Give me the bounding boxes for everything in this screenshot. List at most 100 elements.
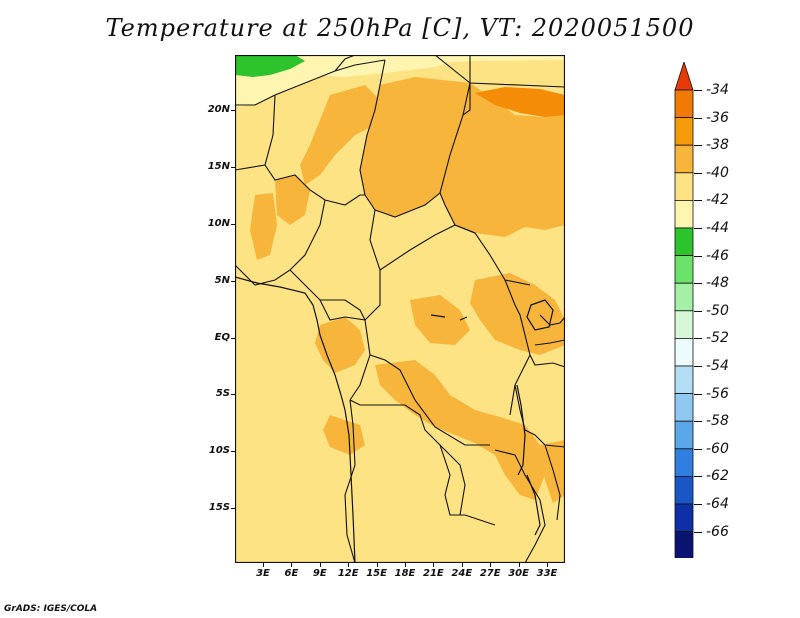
colorbar-top-triangle — [674, 62, 694, 91]
colorbar-tick — [694, 531, 702, 533]
colorbar-label: -58 — [706, 413, 729, 430]
border-line — [319, 299, 371, 401]
colorbar-tick — [694, 393, 702, 395]
border-line — [514, 384, 565, 448]
colorbar-label: -44 — [706, 220, 729, 236]
longitude-tick — [518, 563, 520, 567]
lake-outline — [526, 474, 541, 536]
colorbar-tick — [694, 421, 702, 423]
longitude-label: 9E — [312, 568, 327, 579]
longitude-tick — [263, 563, 264, 567]
colorbar-label: -38 — [706, 137, 729, 154]
colorbar-label: -48 — [706, 275, 729, 292]
latitude-tick — [231, 167, 235, 168]
colorbar-segment — [674, 199, 694, 229]
border-line — [344, 399, 356, 563]
colorbar-label: -36 — [706, 109, 729, 126]
longitude-tick — [490, 563, 492, 567]
colorbar-segment — [674, 117, 694, 146]
colorbar-tick — [694, 90, 702, 91]
border-line — [379, 224, 456, 271]
colorbar-label: -52 — [706, 330, 729, 347]
map-title: Temperature at 250hPa [C], VT: 202005150… — [105, 14, 695, 42]
colorbar-label: -60 — [706, 440, 729, 457]
latitude-tick — [231, 394, 235, 395]
border-line — [434, 55, 471, 116]
border-line — [494, 449, 546, 563]
colorbar-segment — [674, 531, 694, 558]
longitude-label: 21E — [423, 568, 444, 579]
latitude-tick — [231, 338, 235, 339]
border-line — [439, 444, 466, 516]
lake-outline — [516, 384, 526, 476]
colorbar-label: -42 — [706, 192, 729, 209]
longitude-tick — [461, 563, 463, 567]
longitude-tick — [319, 563, 321, 567]
colorbar-segment — [674, 448, 694, 477]
latitude-label: 15N — [207, 161, 230, 172]
border-line — [529, 354, 565, 368]
colorbar — [674, 62, 694, 558]
colorbar-segment — [674, 144, 694, 174]
longitude-label: 30E — [508, 568, 529, 579]
longitude-label: 33E — [536, 568, 558, 579]
colorbar-segment — [674, 420, 694, 450]
lake-outline — [459, 316, 468, 321]
coastline — [235, 276, 356, 563]
colorbar-tick — [694, 338, 702, 340]
colorbar-label: -40 — [706, 164, 729, 181]
border-line — [454, 224, 531, 286]
longitude-label: 12E — [337, 568, 359, 579]
colorbar-segment — [674, 255, 694, 284]
fill-m38-36 — [360, 77, 565, 237]
longitude-label: 18E — [394, 568, 416, 579]
colorbar-label: -34 — [706, 82, 729, 98]
colorbar-label: -54 — [706, 358, 729, 374]
fill-m38-36 — [315, 317, 365, 373]
colorbar-tick — [694, 448, 702, 450]
longitude-tick — [405, 563, 406, 567]
colorbar-tick — [694, 283, 702, 285]
colorbar-tick — [694, 255, 702, 257]
longitude-tick — [291, 563, 293, 567]
longitude-label: 15E — [366, 568, 387, 579]
map-panel — [235, 55, 565, 563]
border-line — [289, 269, 366, 321]
colorbar-segment — [674, 337, 694, 367]
latitude-label: EQ — [214, 332, 230, 343]
border-line — [359, 59, 386, 196]
colorbar-segment — [674, 503, 694, 533]
latitude-label: 15S — [208, 502, 230, 513]
latitude-tick — [231, 508, 235, 509]
lake-outline — [526, 299, 554, 331]
map-border — [235, 55, 565, 563]
latitude-label: 5S — [215, 388, 230, 399]
latitude-label: 10S — [208, 445, 230, 456]
lake-outline — [430, 314, 446, 318]
lakes — [430, 299, 554, 536]
latitude-label: 10N — [207, 218, 230, 229]
border-line — [235, 94, 276, 171]
longitude-tick — [547, 563, 548, 567]
credit-text: GrADS: IGES/COLA — [4, 604, 98, 614]
latitude-tick — [231, 110, 235, 111]
colorbar-label: -64 — [706, 496, 729, 512]
colorbar-segment — [674, 227, 694, 257]
colorbar-tick — [694, 200, 702, 202]
border-line — [364, 192, 441, 218]
fill-m38-36 — [410, 295, 470, 345]
colorbar-label: -50 — [706, 302, 729, 319]
fill-m38-36 — [300, 85, 380, 185]
fill-m42-40 — [295, 55, 465, 77]
longitude-tick — [348, 563, 350, 567]
colorbar-label: -46 — [706, 247, 729, 264]
latitude-label: 5N — [214, 275, 230, 286]
colorbar-tick — [694, 228, 702, 229]
border-line — [369, 354, 490, 446]
colorbar-tick — [694, 476, 702, 478]
longitude-tick — [376, 563, 378, 567]
border-line — [235, 59, 386, 106]
border-line — [264, 164, 365, 206]
latitude-tick — [231, 281, 235, 282]
colorbar-tick — [694, 504, 702, 505]
